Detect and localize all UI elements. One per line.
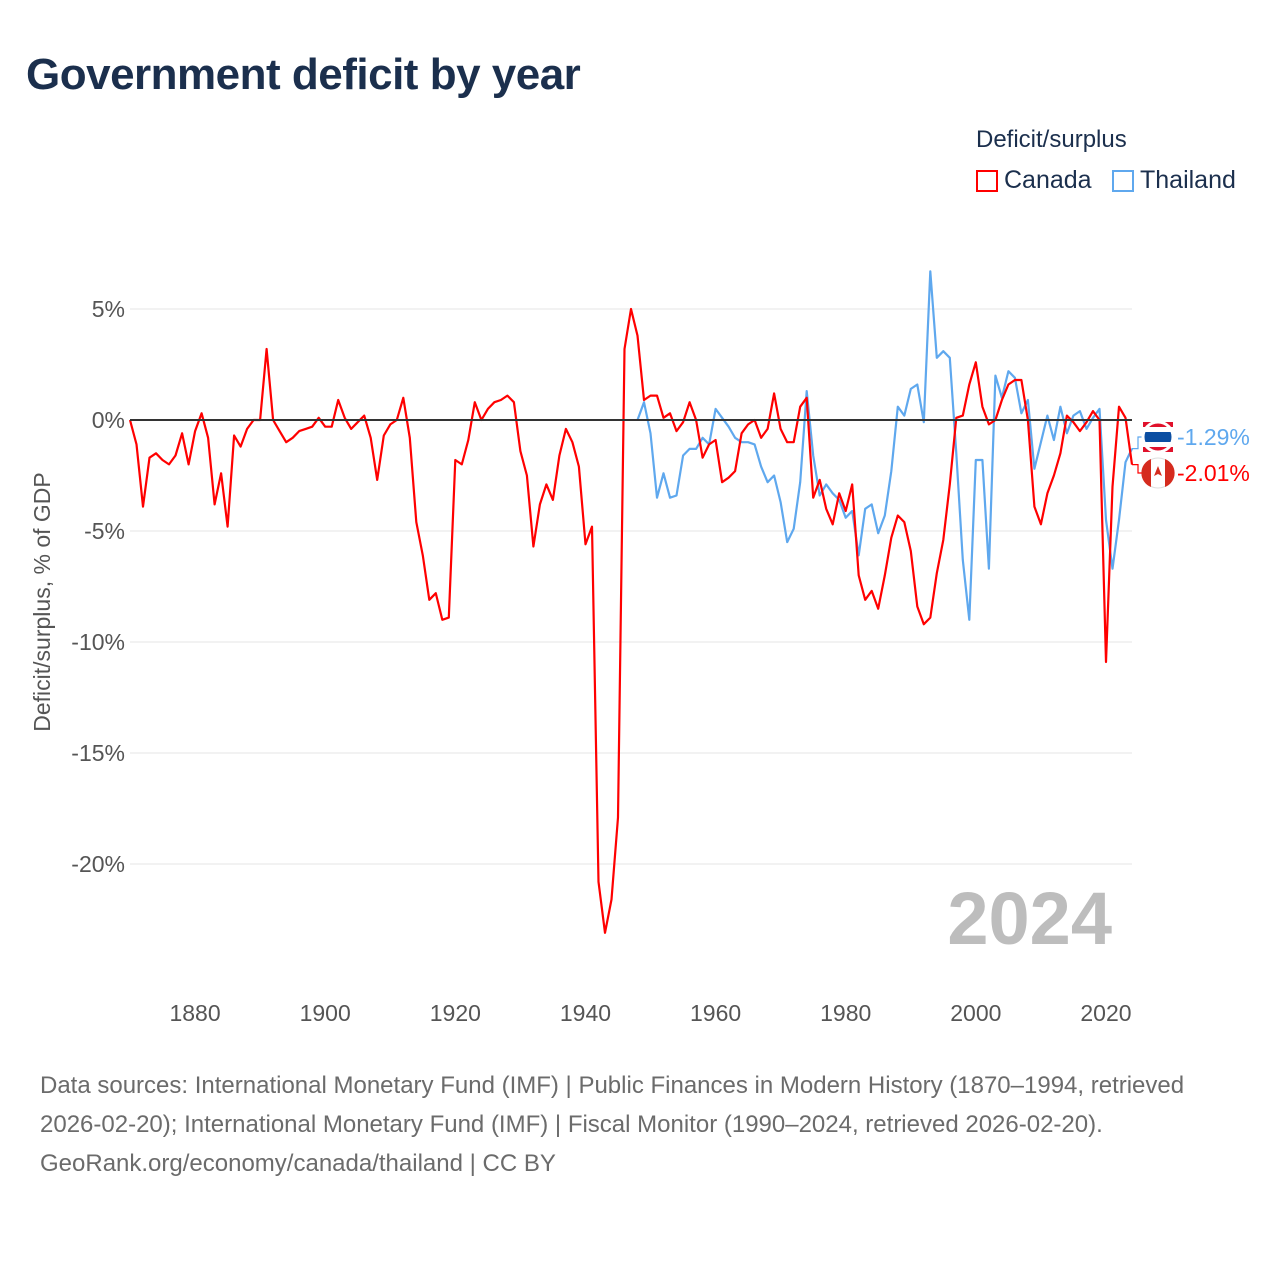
line-chart: 5% 0% -5% -10% -15% -20% 1880 1900 1920 1940 1960 1… — [29, 270, 1250, 1026]
end-label-canada: -2.01% — [1177, 460, 1250, 486]
legend-swatch-canada — [976, 169, 998, 192]
flag-canada-icon — [1141, 457, 1175, 489]
x-tick-label: 1960 — [690, 1000, 741, 1026]
y-tick-label: 5% — [92, 296, 125, 322]
flag-stripe — [1143, 447, 1173, 452]
legend-item-canada[interactable]: Canada — [976, 166, 1092, 195]
y-axis-label: Deficit/surplus, % of GDP — [29, 472, 55, 731]
y-tick-label: -10% — [71, 629, 125, 655]
current-year-watermark: 2024 — [947, 877, 1112, 960]
y-tick-label: -5% — [84, 518, 125, 544]
legend-swatch-thailand — [1112, 169, 1134, 192]
footer: Data sources: International Monetary Fun… — [40, 1066, 1240, 1183]
legend-title: Deficit/surplus — [976, 126, 1127, 153]
legend-item-thailand[interactable]: Thailand — [1112, 166, 1236, 195]
x-tick-label: 1880 — [169, 1000, 220, 1026]
credit-link[interactable]: GeoRank.org/economy/canada/thailand | CC… — [40, 1150, 556, 1177]
y-tick-label: -20% — [71, 851, 125, 877]
end-connector — [1132, 464, 1144, 474]
x-tick-label: 1940 — [560, 1000, 611, 1026]
legend-label-thailand: Thailand — [1140, 166, 1236, 194]
y-tick-label: 0% — [92, 407, 125, 433]
flag-stripe — [1143, 422, 1173, 427]
x-tick-label: 1900 — [300, 1000, 351, 1026]
chart-title: Government deficit by year — [26, 50, 581, 99]
legend-label-canada: Canada — [1004, 166, 1092, 194]
end-connector — [1132, 436, 1144, 450]
x-tick-label: 1920 — [430, 1000, 481, 1026]
series-line-canada — [128, 307, 1134, 934]
y-tick-label: -15% — [71, 740, 125, 766]
flag-band — [1141, 459, 1151, 487]
maple-leaf-icon — [1154, 466, 1162, 476]
flag-rim — [1141, 420, 1175, 454]
flag-stripe — [1143, 432, 1173, 442]
data-sources: Data sources: International Monetary Fun… — [40, 1072, 1185, 1138]
x-tick-label: 2000 — [950, 1000, 1001, 1026]
flag-band — [1165, 459, 1175, 487]
end-label-thailand: -1.29% — [1177, 424, 1250, 450]
flag-thailand-icon — [1141, 420, 1175, 454]
x-tick-label: 2020 — [1080, 1000, 1131, 1026]
x-tick-label: 1980 — [820, 1000, 871, 1026]
series-line-thailand — [636, 270, 1133, 621]
